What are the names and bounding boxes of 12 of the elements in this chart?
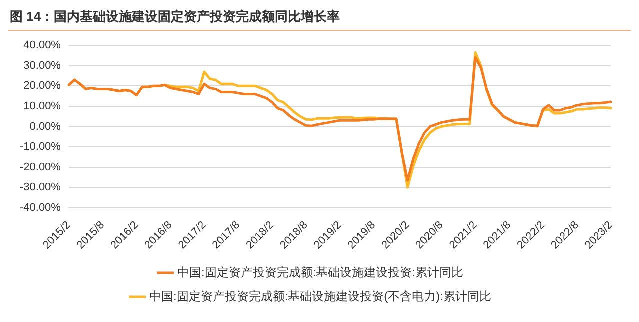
chart-title: 图 14：国内基础设施建设固定资产投资完成额同比增长率 <box>8 8 631 31</box>
legend-label: 中国:固定资产投资完成额:基础设施建设投资(不含电力):累计同比 <box>150 289 492 304</box>
y-tick-label: 0.00% <box>30 120 62 133</box>
legend-label: 中国:固定资产投资完成额:基础设施建设投资:累计同比 <box>178 265 464 280</box>
y-tick-label: 20.00% <box>24 80 62 92</box>
y-tick-label: -10.00% <box>20 141 62 154</box>
y-tick-label: -30.00% <box>20 182 62 194</box>
y-tick-label: 40.00% <box>24 40 62 52</box>
y-tick-label: 30.00% <box>24 60 62 72</box>
y-tick-label: -20.00% <box>20 161 62 174</box>
y-tick-label: 10.00% <box>24 100 62 112</box>
y-tick-label: -40.00% <box>20 202 62 214</box>
